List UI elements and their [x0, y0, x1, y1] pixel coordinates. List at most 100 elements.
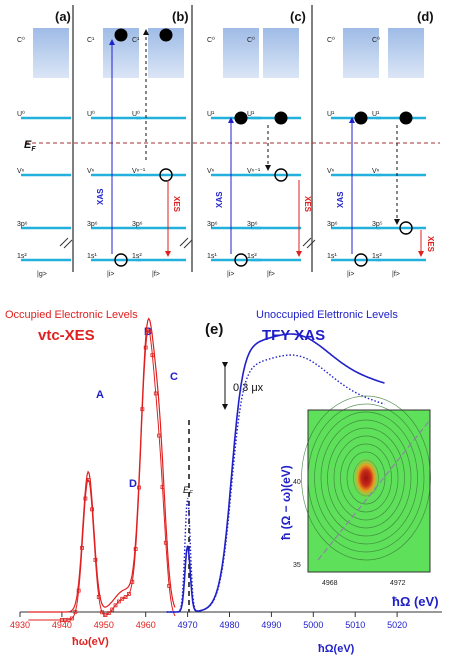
electron-dot: [234, 111, 248, 125]
level-label: 1s²: [372, 253, 382, 260]
xas-title: TFY XAS: [262, 327, 325, 344]
panel-label-c: (c): [290, 9, 306, 24]
state-label: |g>: [37, 271, 47, 278]
inset-x-tick: 4972: [390, 580, 406, 587]
spectra-fermi-label: EF: [183, 485, 193, 497]
xas-curve-solid: [166, 333, 385, 613]
electron-dot: [159, 28, 173, 42]
xes-square-marker: [140, 407, 145, 412]
xes-curve-markers: [28, 317, 176, 613]
level-column: C⁰ U¹ Vⁿ 3p⁶ 1s¹ |i>: [327, 28, 381, 278]
level-label: Vⁿ: [17, 168, 25, 175]
level-label: U⁰: [17, 110, 25, 118]
level-label: Vⁿ⁻¹: [132, 168, 146, 175]
x-tick-label: 5020: [387, 620, 407, 630]
xes-title: vtc-XES: [38, 327, 95, 344]
contour-ring: [333, 435, 399, 521]
level-label: 1s²: [132, 253, 142, 260]
xes-square-marker: [113, 603, 118, 608]
fermi-level-label: EF: [24, 139, 36, 153]
spectra-plot: Occupied Electronic Levels Unoccupied El…: [5, 309, 442, 655]
xas-xlabel: ħΩ(eV): [318, 643, 355, 655]
unoccupied-levels-title: Unoccupied Elettronic Levels: [256, 309, 398, 321]
level-label: 1s²: [17, 253, 27, 260]
level-label: 3p⁶: [87, 221, 98, 228]
inset-x-tick: 4968: [322, 580, 338, 587]
level-label: U¹: [247, 111, 255, 118]
peak-label-c: C: [170, 371, 178, 383]
inset-y-tick: 40: [293, 479, 301, 486]
level-label: C⁰: [327, 36, 335, 44]
level-label: 3p⁶: [207, 221, 218, 228]
xes-square-marker: [103, 613, 108, 617]
hole-circle: [159, 168, 173, 182]
xes-square-marker: [76, 588, 81, 593]
xes-square-marker: [130, 579, 135, 584]
level-label: 1s²: [247, 253, 257, 260]
conduction-band-box: [33, 28, 69, 78]
inset-ylabel: ħ (Ω − ω)(eV): [279, 465, 293, 540]
peak-label-d: D: [129, 478, 137, 490]
xes-square-marker: [163, 540, 168, 545]
level-label: C⁰: [17, 36, 25, 44]
xas-label: XAS: [96, 188, 105, 205]
xes-square-marker: [90, 507, 94, 512]
panel-label-e: (e): [205, 321, 223, 338]
xes-square-marker: [106, 611, 111, 615]
electron-dot: [114, 28, 128, 42]
xes-square-marker: [116, 599, 121, 604]
rixs-inset: 4968 4972 40 35 ħΩ (eV) ħ (Ω − ω)(eV): [279, 395, 439, 609]
inset-hotspot: [352, 456, 380, 500]
xas-label: XAS: [336, 191, 345, 208]
xes-square-marker: [167, 583, 172, 588]
fermi-subscript: F: [31, 146, 36, 153]
x-tick-label: 4950: [94, 620, 114, 630]
xes-xlabel: ħω(eV): [72, 636, 109, 648]
xes-square-marker: [137, 485, 141, 490]
contour-ring: [320, 419, 412, 537]
level-label: C⁰: [247, 36, 255, 44]
xes-square-marker: [133, 547, 138, 551]
inset-xlabel: ħΩ (eV): [392, 594, 439, 609]
level-column: C¹ U⁰ Vⁿ⁻¹ 3p⁶ 1s² |f>: [132, 28, 186, 278]
xes-square-marker: [123, 595, 128, 599]
hole-circle: [114, 253, 128, 267]
level-column: C⁰ U¹ Vⁿ 3p⁵ 1s² |f>: [372, 28, 426, 278]
xes-square-marker: [147, 329, 151, 334]
x-tick-label: 5010: [345, 620, 365, 630]
xes-label: XES: [172, 196, 181, 213]
level-label: U¹: [372, 111, 380, 118]
level-column: C⁰ U¹ Vⁿ 3p⁶ 1s¹ |i>: [207, 28, 261, 278]
xes-square-marker: [160, 485, 165, 489]
level-label: 3p⁵: [372, 221, 383, 228]
state-label: |i>: [347, 271, 354, 278]
x-tick-label: 5000: [303, 620, 323, 630]
contour-ring: [340, 443, 392, 513]
conduction-band-box: [343, 28, 379, 78]
conduction-band-box: [263, 28, 299, 78]
state-label: |f>: [392, 271, 400, 278]
level-label: C¹: [87, 37, 95, 44]
xes-square-marker: [150, 353, 155, 358]
level-label: 3p⁶: [327, 221, 338, 228]
state-label: |i>: [107, 271, 114, 278]
state-label: |i>: [227, 271, 234, 278]
inset-y-tick: 35: [293, 562, 301, 569]
level-label: Vⁿ: [327, 168, 335, 175]
electron-dot: [399, 111, 413, 125]
level-label: U⁰: [87, 110, 95, 118]
xes-square-marker: [153, 391, 158, 396]
level-label: 1s¹: [327, 253, 337, 260]
level-label: 1s¹: [87, 253, 97, 260]
transitions: XAS XES XAS XES XAS XES: [96, 29, 435, 257]
electron-dot: [354, 111, 368, 125]
x-tick-label: 4990: [261, 620, 281, 630]
xes-square-marker: [100, 610, 105, 615]
xes-square-marker: [157, 433, 162, 438]
contour-ring: [314, 411, 418, 545]
scale-label: 0.3 μx: [233, 382, 264, 394]
spectra-fermi-subscript: F: [189, 491, 193, 497]
x-axis-ticks: 4930 4940 4950 4960 4970 4980 4990 5000 5010 5020: [10, 612, 407, 630]
level-label: U¹: [207, 111, 215, 118]
